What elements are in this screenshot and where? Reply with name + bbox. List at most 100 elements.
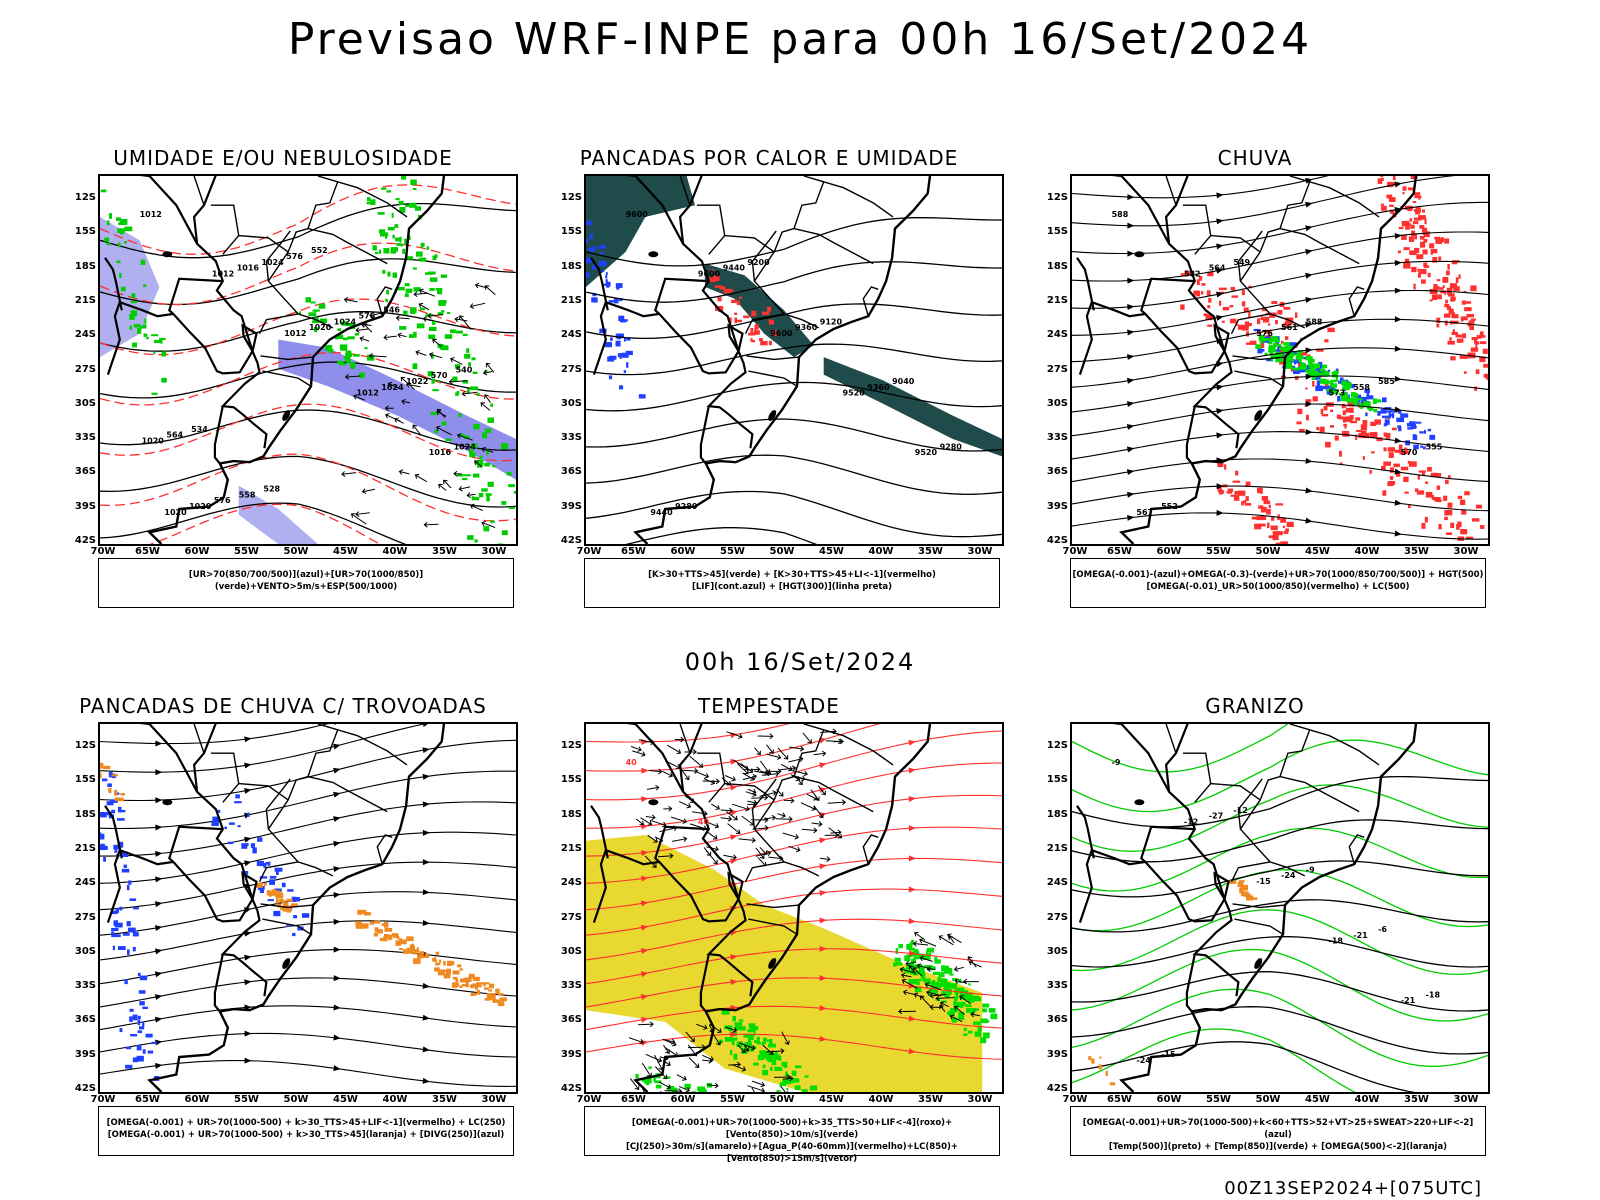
map-trovoadas[interactable] [98, 722, 518, 1094]
contour-line [100, 184, 516, 255]
shade-cell [1222, 306, 1230, 311]
lat-tick-label: 12S [1046, 192, 1068, 203]
wind-vector [696, 1023, 708, 1031]
shade-cell [1323, 405, 1328, 411]
shade-cell [1427, 428, 1432, 432]
country-border [678, 724, 740, 900]
shade-cell [1433, 497, 1441, 502]
shade-cell [934, 959, 941, 964]
shade-cell [959, 1001, 966, 1006]
shade-cell [110, 799, 118, 803]
map-chuva[interactable]: 588 582 576 573 570 567 564 561 558 555 552 549 588 5… [1070, 174, 1490, 546]
wind-vector [968, 960, 982, 968]
shade-cell [120, 793, 125, 796]
lat-tick-label: 39S [1046, 1048, 1068, 1060]
wind-vector [752, 1080, 766, 1088]
shade-cell [142, 1021, 145, 1027]
shade-cell [982, 1008, 987, 1013]
streamline-arrow [333, 816, 341, 822]
shade-cell [111, 774, 118, 777]
country-border [104, 257, 123, 311]
shade-cell [217, 809, 221, 813]
wind-vector [817, 785, 826, 796]
shade-cell [1322, 379, 1329, 385]
contour-labels: 9600960096009520952094409440936093609280… [626, 210, 963, 517]
shade-cell [601, 269, 605, 273]
wind-vector [900, 972, 912, 979]
map-granizo[interactable]: -9 -12 -15 -18 -21 -24 -27 -24 -21 -18 -15 -12 -9 -6 [1070, 722, 1490, 1094]
streamline-arrow [244, 836, 252, 843]
map-umidade[interactable]: 1012 1012 1012 1012 1016 1020 1016 1020 1024 1024… [98, 174, 518, 546]
contour-line [625, 527, 817, 544]
shade-cell [1270, 336, 1279, 342]
shade-cell [1345, 416, 1353, 422]
shade-cell [1264, 352, 1268, 356]
shade-cell [1253, 328, 1261, 332]
streamline [100, 1032, 516, 1058]
shade-cell [381, 923, 385, 927]
shade-cell [143, 284, 147, 287]
shade-cell [762, 1069, 768, 1076]
shade-cell [1312, 380, 1315, 387]
shade-cell [395, 237, 401, 242]
shade-cell [1447, 264, 1450, 270]
shade-cell [1239, 880, 1245, 883]
shade-cell [1241, 290, 1245, 296]
state-border [708, 234, 775, 255]
shade-cell [635, 1073, 639, 1079]
shade-cell [1432, 257, 1438, 263]
shade-cell [1408, 236, 1415, 242]
contour-label: 588 [1306, 317, 1323, 326]
shade-cell [1402, 186, 1407, 191]
shade-cell [1295, 312, 1298, 318]
shade-cell [145, 1033, 153, 1038]
map-svg [100, 724, 516, 1092]
state-border [317, 176, 338, 183]
streamline [100, 831, 516, 884]
shade-cell [120, 286, 126, 292]
map-pancadas-calor[interactable]: 9600 9600 9600 9520 9520 9440 9440 9360 9360 9280… [584, 174, 1004, 546]
divg-blue [100, 771, 310, 1081]
wind-vector [438, 483, 447, 491]
shade-cell [619, 356, 622, 359]
shade-cell [1465, 536, 1474, 540]
shade-cell [130, 301, 137, 304]
shade-cell [1389, 410, 1397, 413]
shade-cell [1344, 423, 1347, 429]
contour-label: 576 [214, 496, 231, 505]
shade-cell [1422, 446, 1426, 450]
shade-cell [437, 969, 445, 976]
shade-cell [336, 334, 344, 340]
shade-cell [161, 377, 167, 383]
lat-tick-label: 24S [560, 877, 582, 889]
contour-line [100, 455, 516, 508]
wind-vector [355, 511, 370, 517]
streamline-arrow [154, 1016, 163, 1023]
streamline-arrow [1394, 375, 1402, 382]
shade-cell [1406, 226, 1410, 230]
wind-vector [811, 821, 823, 827]
wind-vector [469, 302, 486, 309]
shade-cell [1339, 377, 1344, 382]
shade-cell [107, 783, 112, 787]
shade-cell [1398, 426, 1402, 432]
legend-line: [OMEGA(-0.001)+UR>70(1000-500)+k<60+TTS>… [1082, 1118, 1474, 1140]
wind-vector [450, 357, 463, 365]
shade-cell [1300, 362, 1304, 369]
shade-cell [1403, 247, 1410, 251]
shade-cell [1378, 411, 1383, 414]
shade-cell [730, 289, 734, 292]
map-tempestade[interactable]: 40 40 [584, 722, 1004, 1094]
shade-cell [1201, 283, 1206, 286]
wind-vector [405, 381, 421, 388]
wind-vector [728, 1061, 741, 1068]
lat-tick-label: 15S [560, 226, 582, 238]
shade-cell [1381, 205, 1387, 211]
shade-cell [1198, 276, 1203, 281]
lat-tick-label: 33S [560, 980, 582, 992]
lon-tick-label: 30W [967, 1094, 993, 1105]
wind-vector [905, 960, 917, 967]
contour-label: 40 [698, 818, 710, 827]
shade-cell [1480, 525, 1485, 529]
shade-cell [1360, 396, 1367, 402]
